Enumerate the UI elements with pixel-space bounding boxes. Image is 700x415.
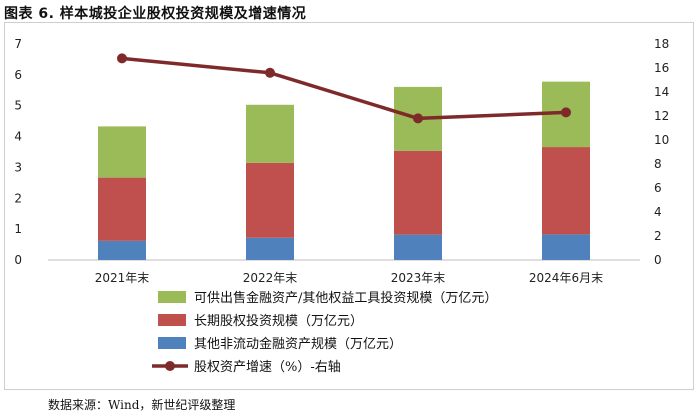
growth-line [117, 53, 571, 124]
figure-title: 图表 6. 样本城投企业股权投资规模及增速情况 [4, 6, 307, 22]
y-left-tick-label: 1 [14, 222, 22, 236]
legend-label: 可供出售金融资产/其他权益工具投资规模（万亿元） [194, 290, 497, 306]
y-right-tick-label: 4 [654, 205, 662, 219]
bars [98, 81, 590, 260]
y-right-tick-label: 12 [654, 109, 669, 123]
y-left-tick-label: 3 [14, 160, 22, 174]
bar-segment [98, 126, 146, 178]
bar-segment [394, 234, 442, 260]
bar-segment [98, 177, 146, 241]
bar-segment [246, 237, 294, 260]
x-tick-label: 2021年末 [95, 271, 150, 285]
legend-label: 其他非流动金融资产规模（万亿元） [194, 336, 402, 352]
y-left-tick-label: 0 [14, 253, 22, 267]
legend-label: 股权资产增速（%）-右轴 [194, 359, 341, 375]
growth-line-point [117, 53, 127, 64]
x-tick-label: 2023年末 [391, 271, 446, 285]
y-left-tick-label: 7 [14, 37, 22, 51]
y-left-tick-label: 6 [14, 68, 22, 82]
x-tick-label: 2024年6月末 [529, 271, 603, 285]
legend-label: 长期股权投资规模（万亿元） [194, 313, 363, 329]
legend-swatch [158, 291, 186, 303]
y-left-tick-label: 4 [14, 130, 22, 144]
bar-segment [246, 162, 294, 238]
x-tick-label: 2022年末 [243, 271, 298, 285]
bar-segment [542, 234, 590, 260]
y-right-tick-label: 2 [654, 229, 662, 243]
y-axis-left: 0 1 2 3 4 5 6 7 [14, 37, 22, 267]
y-right-tick-label: 8 [654, 157, 662, 171]
growth-line-point [265, 67, 275, 78]
y-right-tick-label: 16 [654, 61, 669, 75]
bar-segment [98, 240, 146, 260]
source-note: 数据来源：Wind，新世纪评级整理 [48, 398, 236, 412]
y-right-tick-label: 10 [654, 133, 669, 147]
bar-segment [246, 104, 294, 163]
growth-line-point [561, 107, 571, 118]
legend-line-marker [165, 361, 175, 371]
y-right-tick-label: 18 [654, 37, 669, 51]
bar-segment [542, 147, 590, 235]
y-left-tick-label: 2 [14, 191, 22, 205]
y-left-tick-label: 5 [14, 99, 22, 113]
bar-segment [394, 150, 442, 235]
growth-line-path [121, 56, 567, 121]
chart-frame [4, 22, 694, 390]
y-right-tick-label: 14 [654, 85, 669, 99]
legend-swatch [158, 337, 186, 349]
y-right-tick-label: 6 [654, 181, 662, 195]
legend: 可供出售金融资产/其他权益工具投资规模（万亿元） 长期股权投资规模（万亿元） 其他非… [152, 290, 497, 375]
legend-swatch [158, 314, 186, 326]
x-axis: 2021年末 2022年末 2023年末 2024年6月末 [48, 259, 640, 285]
growth-line-point [413, 113, 423, 124]
y-right-tick-label: 0 [654, 253, 662, 267]
y-axis-right: 0 2 4 6 8 10 12 14 16 18 [654, 37, 669, 267]
